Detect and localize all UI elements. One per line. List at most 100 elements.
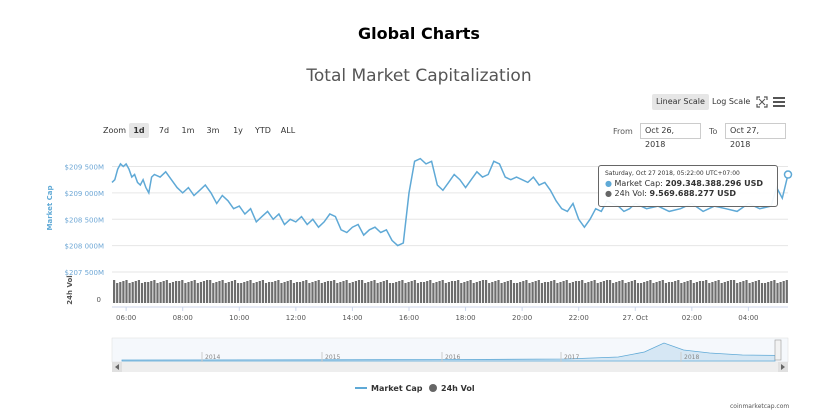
y-tick-label: $209 500M — [65, 164, 104, 172]
volume-bar — [243, 282, 246, 303]
from-label: From — [613, 127, 633, 136]
log-scale-button[interactable]: Log Scale — [712, 97, 751, 106]
volume-bar — [584, 283, 587, 303]
volume-bar — [609, 280, 612, 303]
volume-bar — [674, 281, 677, 303]
volume-bar — [726, 281, 729, 303]
volume-bar — [767, 282, 770, 303]
volume-bar — [147, 282, 150, 303]
volume-bar — [760, 283, 764, 303]
volume-bar — [361, 280, 364, 303]
navigator-scrollbar[interactable] — [112, 362, 788, 372]
menu-icon[interactable] — [773, 96, 785, 107]
to-date-input[interactable]: Oct 27, 2018 — [725, 123, 786, 149]
volume-bar — [667, 282, 671, 303]
volume-bar — [736, 283, 739, 303]
navigator-label: 2014 — [205, 354, 220, 361]
volume-bar — [692, 283, 695, 303]
volume-bar — [596, 283, 599, 303]
legend-volume[interactable]: 24h Vol — [441, 384, 475, 393]
volume-axis-label: 24h Vol — [66, 275, 74, 304]
volume-bar — [221, 280, 224, 303]
y-axis-ticks: $207 500M $208 000M $208 500M $209 000M $209… — [65, 164, 104, 277]
volume-bar — [339, 282, 342, 303]
legend-market-cap[interactable]: Market Cap — [371, 384, 423, 393]
chart-tooltip: Saturday, Oct 27 2018, 05:22:00 UTC+07:0… — [598, 165, 778, 207]
zoom-1m-button[interactable]: 1m — [181, 126, 195, 135]
zoom-7d-button[interactable]: 7d — [158, 126, 170, 135]
volume-bar — [652, 283, 655, 303]
navigator-labels: 2014 2015 2016 2017 2018 — [201, 352, 699, 362]
volume-bar — [311, 282, 314, 303]
page-title: Global Charts — [358, 24, 480, 43]
volume-bar — [367, 282, 370, 303]
x-axis-ticks: 06:00 08:00 10:00 12:00 14:00 16:00 18:00 20:00… — [116, 307, 758, 322]
volume-bar — [705, 280, 708, 303]
volume-bar — [299, 282, 302, 303]
volume-bar — [528, 283, 531, 303]
volume-bar — [469, 280, 472, 303]
volume-bar — [206, 280, 209, 303]
volume-bar — [782, 281, 785, 303]
x-tick-label: 02:00 — [682, 314, 702, 322]
zoom-3m-button[interactable]: 3m — [206, 126, 220, 135]
volume-bar — [432, 283, 435, 303]
fullscreen-icon[interactable] — [756, 96, 768, 108]
volume-bar — [460, 283, 463, 303]
volume-bar — [137, 280, 140, 303]
zoom-1y-button[interactable]: 1y — [233, 126, 243, 135]
zoom-ytd-button[interactable]: YTD — [255, 126, 271, 135]
volume-bar — [578, 281, 581, 303]
volume-bar — [764, 283, 767, 303]
volume-bar — [503, 282, 506, 303]
volume-bar — [779, 282, 782, 303]
volume-bar — [463, 282, 466, 303]
legend-volume-swatch — [429, 384, 437, 392]
tooltip-vol-label: 24h Vol: — [614, 189, 647, 198]
from-date-input[interactable]: Oct 26, 2018 — [640, 123, 701, 149]
navigator-handle[interactable] — [774, 339, 782, 361]
volume-bar — [326, 281, 330, 303]
linear-scale-button[interactable]: Linear Scale — [652, 94, 709, 110]
chevron-right-icon — [781, 364, 785, 370]
volume-bar — [277, 280, 280, 303]
volume-bar — [280, 283, 283, 303]
volume-bar — [175, 281, 178, 303]
volume-bar — [593, 280, 596, 303]
volume-bar — [181, 280, 184, 303]
volume-bar — [302, 281, 305, 303]
y-tick-label: $208 500M — [65, 216, 104, 224]
volume-bar — [413, 280, 416, 303]
volume-bar — [113, 280, 116, 303]
volume-bar — [314, 281, 317, 303]
volume-bar — [131, 282, 134, 303]
volume-bar — [202, 281, 206, 303]
volume-bar — [230, 281, 233, 303]
volume-bar — [336, 283, 339, 303]
zoom-1d-button[interactable]: 1d — [129, 123, 149, 138]
volume-bar — [565, 280, 568, 303]
zoom-all-button[interactable]: ALL — [280, 126, 296, 135]
volume-bar — [695, 282, 698, 303]
volume-bar — [714, 281, 717, 303]
volume-bar — [447, 282, 450, 303]
volume-bar — [574, 281, 578, 303]
volume-bar — [354, 281, 357, 303]
volume-bars — [113, 280, 788, 303]
navigator-label: 2015 — [325, 354, 340, 361]
y-tick-label: $207 500M — [65, 269, 104, 277]
volume-bar — [711, 282, 714, 303]
volume-bar — [466, 281, 469, 303]
volume-bar — [581, 280, 584, 303]
volume-bar — [677, 280, 680, 303]
zoom-label: Zoom — [103, 126, 127, 135]
volume-bar — [271, 282, 274, 303]
volume-bar — [373, 280, 376, 303]
volume-bar — [519, 282, 522, 303]
tooltip-vol-value: 9.569.688.277 USD — [649, 189, 737, 198]
volume-bar — [218, 281, 221, 303]
volume-bar — [742, 281, 745, 303]
volume-bar — [168, 283, 171, 303]
volume-bar — [190, 281, 193, 303]
